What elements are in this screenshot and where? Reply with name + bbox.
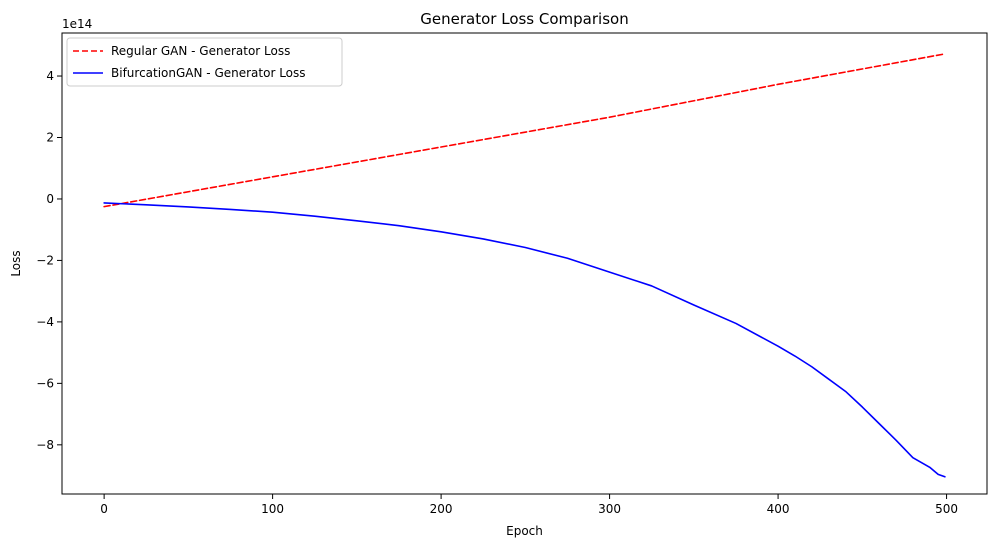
y-tick-label: −4 <box>36 315 54 329</box>
x-tick-label: 500 <box>935 502 958 516</box>
legend-label-regular-gan: Regular GAN - Generator Loss <box>111 44 290 58</box>
y-axis-label: Loss <box>9 250 23 276</box>
x-axis-label: Epoch <box>506 524 543 538</box>
x-tick-label: 0 <box>100 502 108 516</box>
tick-layer: 0 100 200 300 400 500 4 2 0 −2 −4 −6 −8 <box>36 69 958 516</box>
series-line-bifurcationgan <box>103 202 946 478</box>
plot-frame <box>61 32 988 495</box>
y-tick-label: 4 <box>46 69 54 83</box>
legend: Regular GAN - Generator Loss Bifurcation… <box>66 37 343 87</box>
x-tick-label: 100 <box>261 502 284 516</box>
x-tick-label: 400 <box>767 502 790 516</box>
legend-box <box>66 37 343 87</box>
x-tick-label: 200 <box>430 502 453 516</box>
legend-label-bifurcationgan: BifurcationGAN - Generator Loss <box>111 66 306 80</box>
y-tick-label: −2 <box>36 253 54 267</box>
series-line-regular-gan <box>103 53 946 208</box>
y-tick-label: 2 <box>46 130 54 144</box>
y-tick-label: −8 <box>36 438 54 452</box>
x-tick-label: 300 <box>598 502 621 516</box>
y-tick-label: 0 <box>46 192 54 206</box>
chart-title: Generator Loss Comparison <box>420 10 628 28</box>
y-tick-label: −6 <box>36 376 54 390</box>
y-axis-offset-label: 1e14 <box>62 17 92 31</box>
series-layer <box>103 53 946 478</box>
